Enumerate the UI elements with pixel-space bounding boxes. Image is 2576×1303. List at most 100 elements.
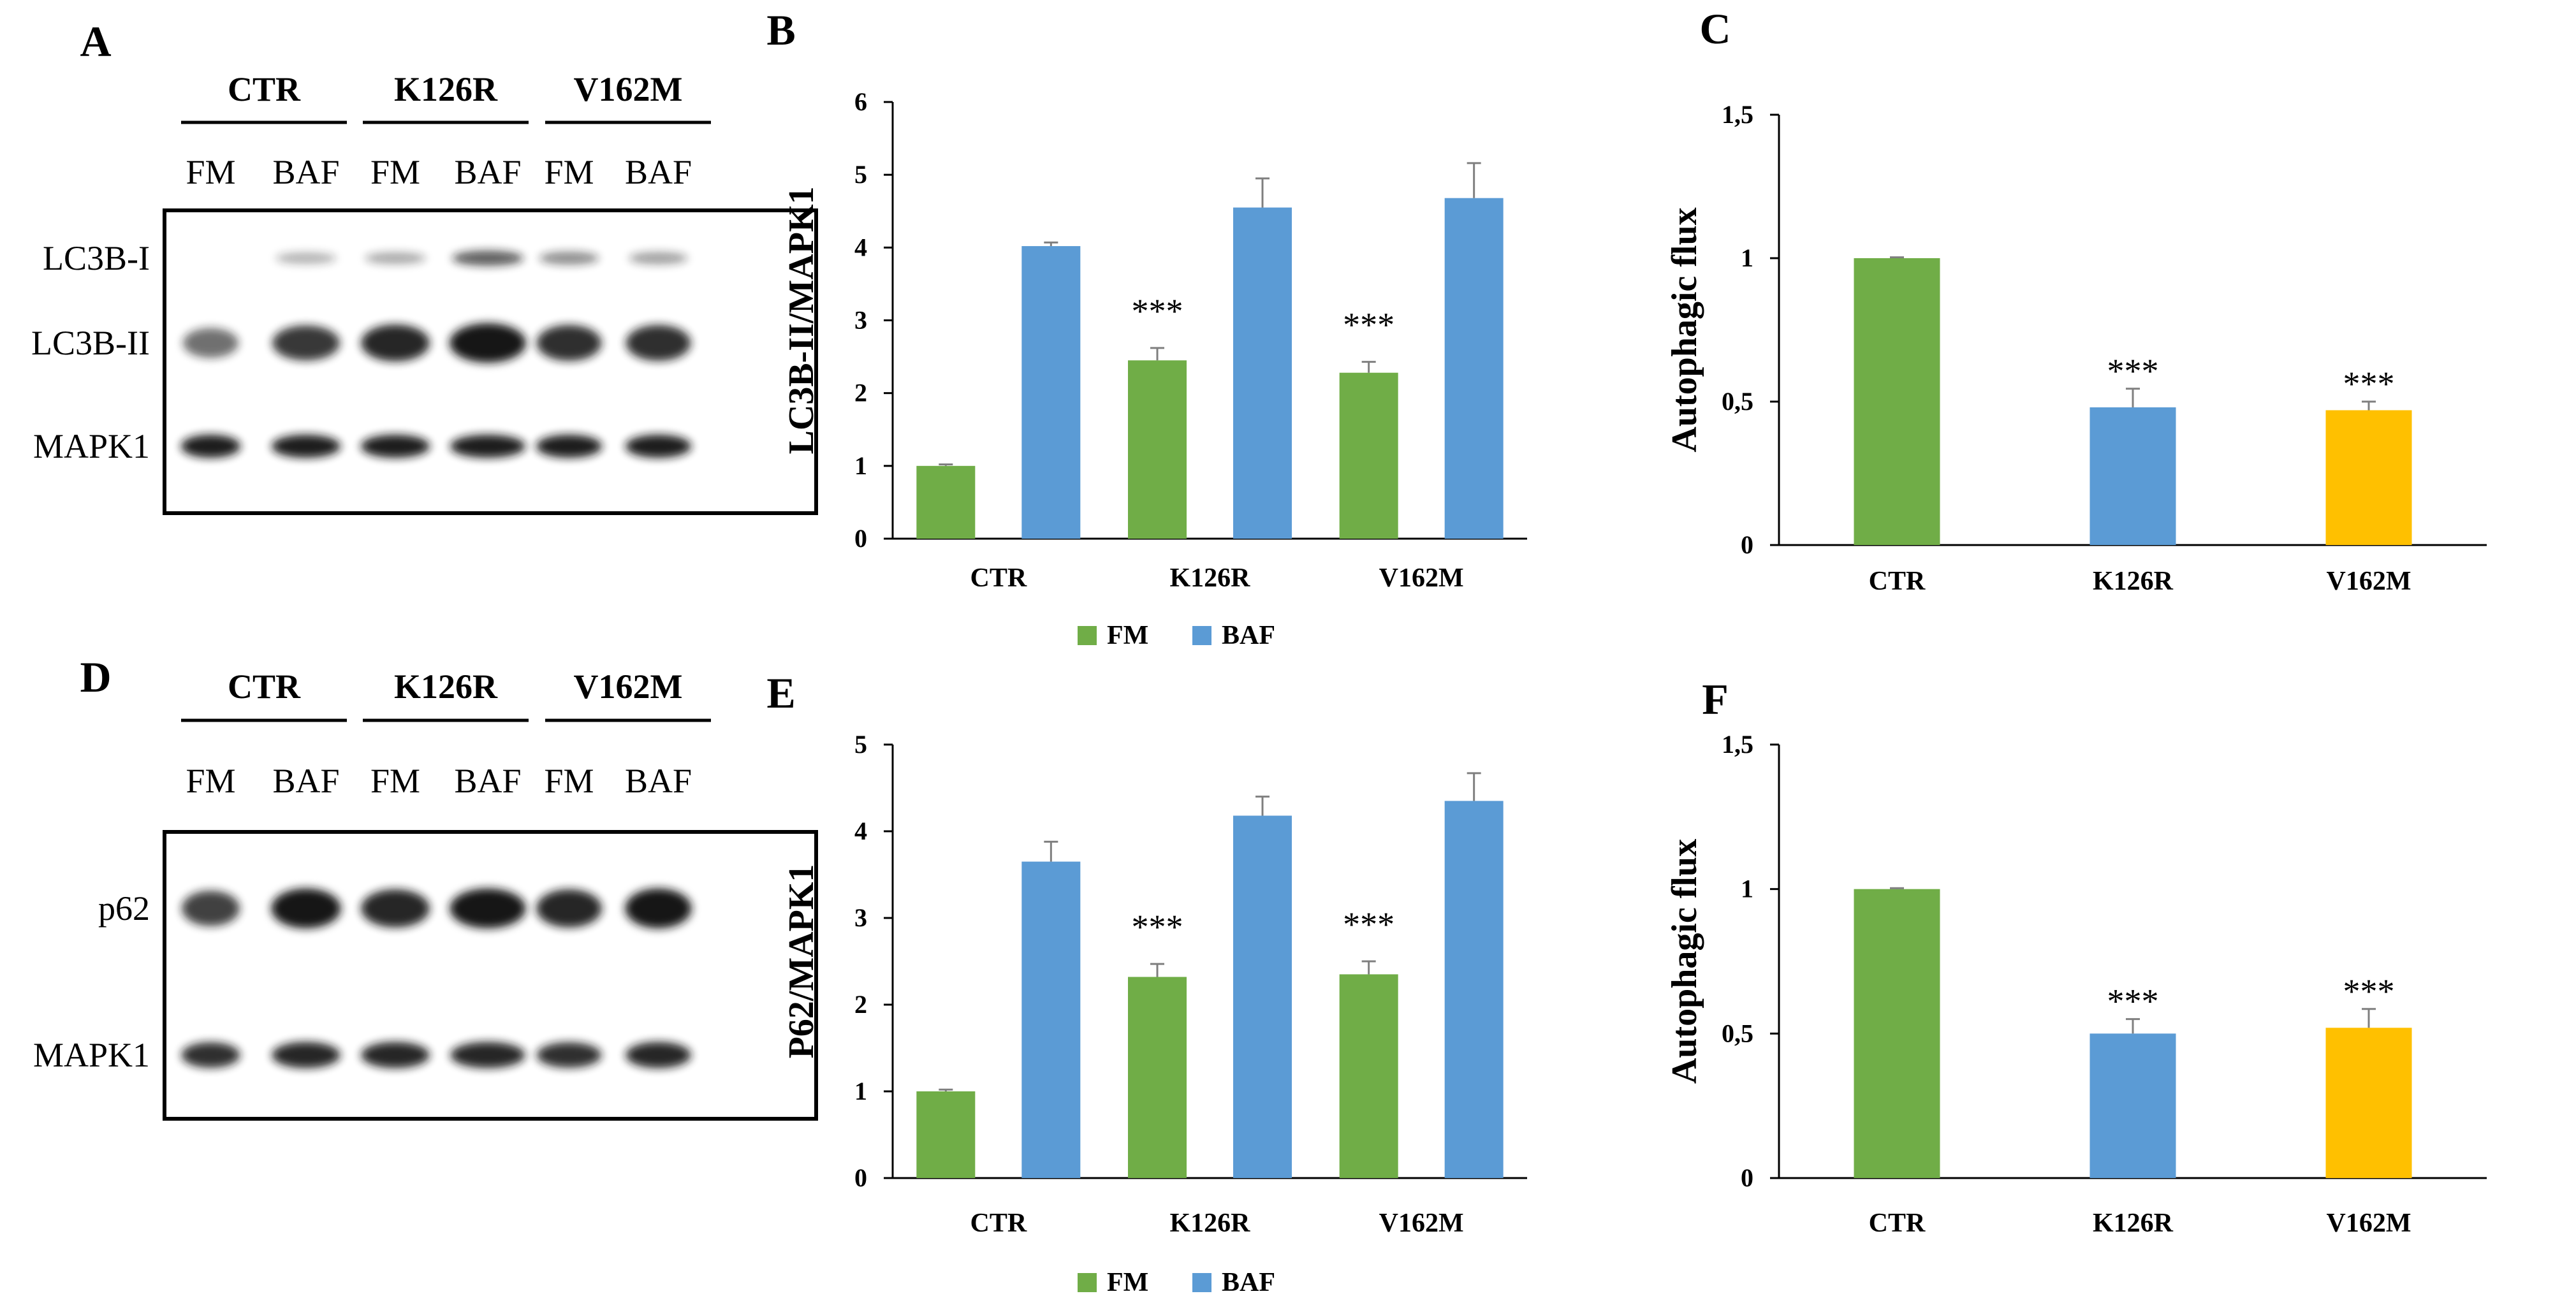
- band-LC3B-II-lane-6: [626, 324, 691, 361]
- row-label-LC3B-I: LC3B-I: [43, 239, 150, 277]
- y-tick-label: 0,5: [1722, 387, 1753, 416]
- band-MAPK1-lane-5: [536, 434, 603, 458]
- y-tick-label: 6: [854, 87, 867, 116]
- band-p62-lane-2: [271, 888, 341, 929]
- x-tick-label-K126R: K126R: [2093, 1209, 2174, 1238]
- y-axis-label: Autophagic flux: [1665, 207, 1704, 452]
- significance-mark: ***: [1132, 908, 1183, 946]
- y-tick-label: 1: [1741, 244, 1753, 272]
- band-LC3B-II-lane-4: [450, 323, 526, 363]
- significance-mark: ***: [1132, 292, 1183, 330]
- group-label-K126R: K126R: [394, 70, 498, 108]
- bar-Autophagic-flux-V162M: [2325, 410, 2412, 545]
- bar-Autophagic-flux-K126R: [2089, 1033, 2176, 1178]
- bar-Autophagic-flux-V162M: [2325, 1028, 2412, 1178]
- bar-FM-K126R: [1128, 360, 1187, 539]
- band-p62-lane-1: [182, 891, 240, 926]
- panel-label-C: C: [1699, 4, 1731, 53]
- lane-label-FM: FM: [544, 762, 594, 800]
- y-tick-label: 0: [1741, 530, 1753, 559]
- significance-mark: ***: [2343, 972, 2395, 1010]
- band-LC3B-I-lane-6: [629, 252, 688, 265]
- y-tick-label: 1,5: [1722, 730, 1753, 759]
- lane-label-FM: FM: [370, 153, 420, 191]
- y-axis-label: P62/MAPK1: [782, 864, 821, 1059]
- band-MAPK1-lane-1: [180, 434, 241, 458]
- y-tick-label: 0: [854, 524, 867, 553]
- x-tick-label-V162M: V162M: [1379, 564, 1464, 593]
- y-tick-label: 2: [854, 990, 867, 1019]
- x-tick-label-CTR: CTR: [970, 564, 1027, 593]
- bar-BAF-V162M: [1444, 801, 1504, 1178]
- legend-swatch-BAF: [1192, 626, 1211, 645]
- band-LC3B-I-lane-4: [452, 251, 523, 266]
- band-p62-lane-4: [450, 888, 526, 929]
- y-tick-label: 5: [854, 160, 867, 189]
- legend-swatch-BAF: [1192, 1273, 1211, 1292]
- x-tick-label-V162M: V162M: [2327, 567, 2411, 596]
- legend-label-BAF: BAF: [1222, 621, 1275, 650]
- x-tick-label-CTR: CTR: [1869, 1209, 1926, 1238]
- band-LC3B-II-lane-5: [536, 324, 602, 361]
- band-p62-lane-5: [536, 889, 602, 928]
- bar-FM-V162M: [1339, 372, 1398, 539]
- band-MAPK1-lane-5: [536, 1042, 602, 1068]
- panel-label-B: B: [766, 6, 795, 54]
- significance-mark: ***: [1343, 905, 1394, 943]
- y-tick-label: 5: [854, 730, 867, 759]
- y-tick-label: 1: [854, 451, 867, 480]
- group-label-CTR: CTR: [228, 667, 301, 706]
- legend-label-BAF: BAF: [1222, 1268, 1275, 1297]
- chart-panel-B: B LC3B-II/MAPK1 0 1 2 3 4 5 6 CTR K126R V162M *** ***…: [766, 6, 1527, 650]
- group-label-CTR: CTR: [228, 70, 301, 108]
- bar-FM-CTR: [916, 1091, 976, 1178]
- lane-label-BAF: BAF: [272, 762, 339, 800]
- legend-label-FM: FM: [1107, 1268, 1148, 1297]
- y-tick-label: 4: [854, 817, 867, 845]
- row-label-p62: p62: [98, 889, 150, 928]
- legend-swatch-FM: [1078, 626, 1097, 645]
- significance-mark: ***: [1343, 306, 1394, 344]
- bar-FM-V162M: [1339, 974, 1398, 1178]
- y-axis-label: Autophagic flux: [1665, 839, 1704, 1084]
- lane-label-FM: FM: [186, 762, 235, 800]
- y-axis-label: LC3B-II/MAPK1: [782, 187, 821, 455]
- lane-label-BAF: BAF: [272, 153, 339, 191]
- row-label-MAPK1: MAPK1: [33, 1036, 150, 1074]
- band-MAPK1-lane-6: [625, 434, 692, 458]
- blot-panel-D: D CTR K126R V162M FM BAF FM BAF FM BAF p62 MAPK1: [33, 653, 818, 1121]
- band-LC3B-II-lane-2: [272, 325, 340, 361]
- row-label-LC3B-II: LC3B-II: [31, 324, 150, 362]
- lane-label-BAF: BAF: [625, 153, 692, 191]
- chart-panel-C: C Autophagic flux 0 0,5 1 1,5 CTR K126R V162M ***…: [1665, 4, 2487, 596]
- y-tick-label: 4: [854, 233, 867, 261]
- x-tick-label-V162M: V162M: [2327, 1209, 2411, 1238]
- chart-panel-F: F Autophagic flux 0 0,5 1 1,5 CTR K126R V162M ***…: [1665, 675, 2487, 1238]
- band-MAPK1-lane-3: [360, 434, 430, 458]
- lane-label-BAF: BAF: [454, 153, 521, 191]
- band-LC3B-II-lane-3: [361, 324, 430, 361]
- bar-BAF-V162M: [1444, 198, 1504, 539]
- band-LC3B-I-lane-2: [275, 252, 337, 264]
- x-tick-label-K126R: K126R: [2093, 567, 2174, 596]
- band-MAPK1-lane-4: [450, 434, 526, 458]
- bar-Autophagic-flux-CTR: [1854, 258, 1940, 545]
- x-tick-label-V162M: V162M: [1379, 1209, 1464, 1238]
- band-p62-lane-3: [361, 889, 430, 928]
- group-label-V162M: V162M: [574, 70, 683, 108]
- y-tick-label: 3: [854, 903, 867, 932]
- band-p62-lane-6: [625, 888, 692, 929]
- y-tick-label: 0,5: [1722, 1019, 1753, 1047]
- y-tick-label: 3: [854, 306, 867, 335]
- y-tick-label: 1,5: [1722, 100, 1753, 129]
- lane-label-FM: FM: [186, 153, 235, 191]
- band-MAPK1-lane-2: [271, 434, 341, 458]
- x-tick-label-CTR: CTR: [1869, 567, 1926, 596]
- panel-label-D: D: [80, 653, 111, 701]
- bar-Autophagic-flux-K126R: [2089, 407, 2176, 545]
- bar-FM-K126R: [1128, 977, 1187, 1178]
- y-tick-label: 0: [1741, 1163, 1753, 1192]
- significance-mark: ***: [2107, 982, 2159, 1021]
- bar-FM-CTR: [916, 465, 976, 539]
